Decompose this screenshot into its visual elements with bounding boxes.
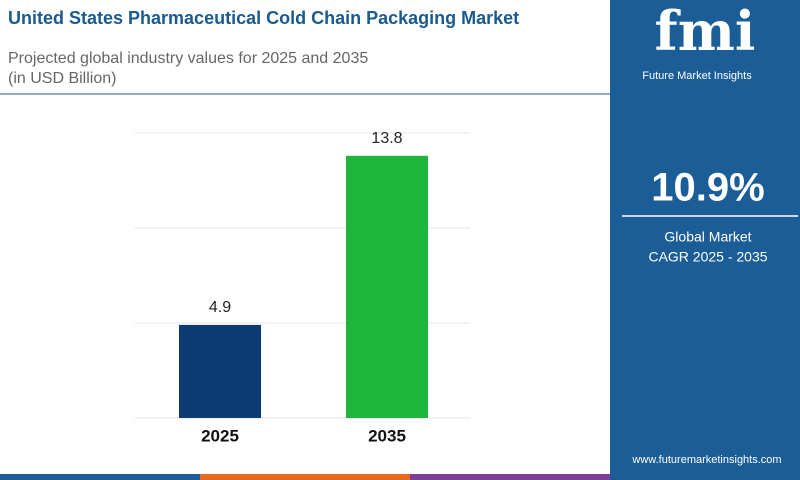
value-label: 4.9 (209, 299, 231, 316)
x-tick-label: 2035 (368, 426, 406, 445)
cagr-caption: Global Market (664, 229, 751, 245)
subtitle: Projected global industry values for 202… (8, 50, 368, 67)
sidebar (610, 0, 800, 480)
logo: fmi (655, 0, 756, 63)
bar (179, 324, 261, 418)
chart-title: United States Pharmaceutical Cold Chain … (8, 8, 519, 28)
subtitle: (in USD Billion) (8, 70, 116, 87)
cagr-value: 10.9% (651, 166, 764, 210)
value-label: 13.8 (371, 130, 402, 147)
x-tick-label: 2025 (201, 426, 239, 445)
stripe (0, 474, 200, 480)
stripe (200, 474, 410, 480)
stripe (410, 474, 610, 480)
bar (346, 155, 428, 419)
url: www.futuremarketinsights.com (631, 454, 781, 466)
brand: Future Market Insights (642, 70, 752, 82)
cagr-caption: CAGR 2025 - 2035 (648, 249, 767, 265)
